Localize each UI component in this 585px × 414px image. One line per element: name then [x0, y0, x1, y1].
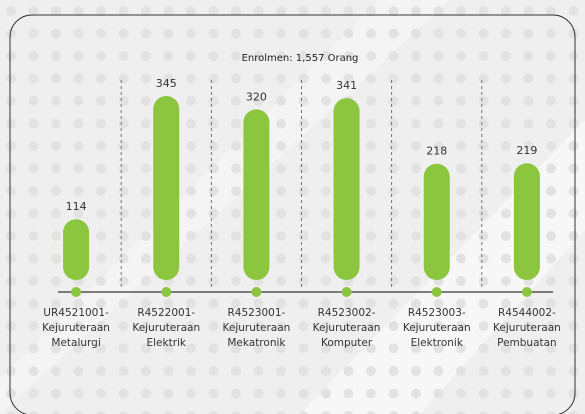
axis-dot [71, 287, 82, 297]
bar [423, 163, 450, 280]
bar [153, 96, 180, 280]
x-tick-label: Pembuatan [497, 337, 557, 349]
bar [63, 219, 90, 280]
x-tick-label: R4522001- [137, 307, 195, 319]
x-tick-label: R4544002- [498, 307, 556, 319]
x-tick-label: Kejuruteraan [493, 322, 561, 334]
chart-title: Enrolmen: 1,557 Orang [242, 53, 359, 64]
x-tick-label: Kejuruteraan [132, 322, 200, 334]
data-label: 114 [66, 200, 87, 213]
x-tick-label: Elektrik [146, 337, 186, 349]
x-tick-label: R4523003- [408, 307, 466, 319]
x-tick-label: Mekatronik [227, 337, 286, 349]
bar [333, 98, 360, 280]
x-tick-label: Kejuruteraan [403, 322, 471, 334]
data-label: 341 [336, 79, 357, 92]
bar [513, 163, 540, 280]
axis-dot [251, 287, 262, 297]
plot: 114 UR4521001- Kejuruteraan Metalurgi 345 R45… [42, 77, 561, 349]
axis-dot [431, 287, 442, 297]
x-tick-label: Komputer [321, 337, 373, 349]
frame [9, 14, 576, 414]
x-tick-label: R4523002- [318, 307, 376, 319]
x-tick-label: Kejuruteraan [42, 322, 110, 334]
data-label: 320 [246, 90, 267, 103]
data-label: 218 [426, 145, 447, 158]
axis-dot [521, 287, 532, 297]
axis-dot [161, 287, 172, 297]
x-tick-label: Metalurgi [51, 337, 100, 349]
x-tick-label: UR4521001- [43, 307, 109, 319]
x-tick-label: R4523001- [227, 307, 285, 319]
x-tick-label: Kejuruteraan [313, 322, 381, 334]
data-label: 345 [156, 77, 177, 90]
data-label: 219 [516, 144, 537, 157]
bar [243, 109, 270, 280]
x-tick-label: Kejuruteraan [223, 322, 291, 334]
axis-dot [341, 287, 352, 297]
x-tick-label: Elektronik [411, 337, 464, 349]
